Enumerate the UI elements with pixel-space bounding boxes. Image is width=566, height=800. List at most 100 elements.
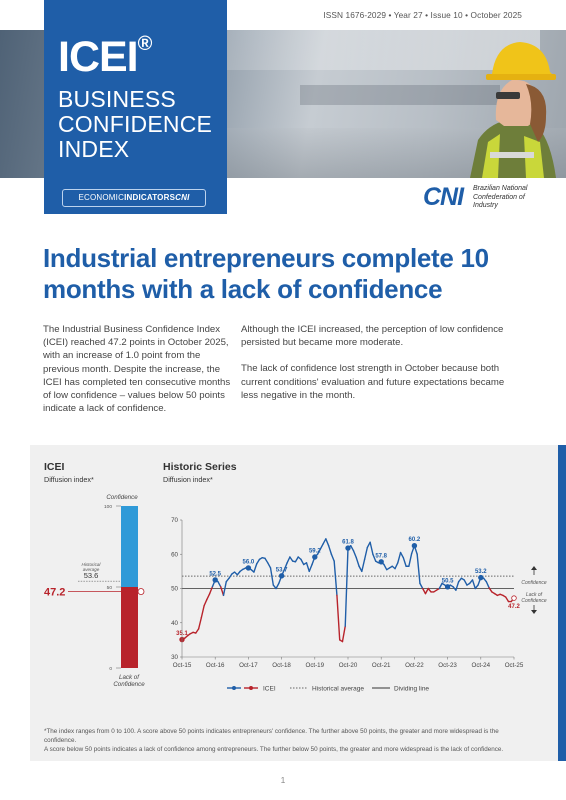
series-segment bbox=[208, 586, 214, 595]
series-segment bbox=[350, 544, 355, 552]
subtitle-line-2: CONFIDENCE bbox=[58, 111, 213, 137]
legend-below-swatch bbox=[249, 686, 253, 690]
col2-paragraph-2: The lack of confidence lost strength in … bbox=[241, 363, 505, 401]
series-segment bbox=[267, 562, 272, 569]
chart-right-lack-label-1: Lack of bbox=[526, 592, 543, 598]
data-label: 59.2 bbox=[309, 548, 321, 554]
gauge-subtitle: Diffusion index* bbox=[44, 475, 94, 484]
series-segment bbox=[325, 538, 330, 547]
series-segment bbox=[402, 556, 407, 567]
series-segment bbox=[408, 552, 413, 567]
series-segment bbox=[361, 558, 366, 573]
chart-legend: ICEI Historical average Dividing line bbox=[227, 686, 429, 693]
series-segment bbox=[200, 604, 205, 619]
gauge-confidence-bar bbox=[121, 506, 138, 587]
y-tick-label: 60 bbox=[171, 551, 178, 558]
x-tick-label: Oct-23 bbox=[438, 662, 457, 669]
gauge-lack-label-2: Confidence bbox=[113, 681, 145, 688]
series-segment bbox=[308, 563, 313, 573]
subtitle-line-1: BUSINESS bbox=[58, 86, 176, 112]
gauge-current-value: 47.2 bbox=[44, 587, 65, 599]
data-point bbox=[444, 584, 451, 590]
x-tick-label: Oct-18 bbox=[272, 662, 291, 669]
series-segment bbox=[427, 587, 432, 593]
data-point bbox=[411, 542, 418, 549]
series-segment bbox=[336, 594, 341, 641]
series-segment bbox=[463, 579, 468, 586]
series-segment bbox=[474, 584, 479, 590]
series-segment bbox=[394, 562, 399, 570]
footnote: *The index ranges from 0 to 100. A score… bbox=[44, 727, 514, 754]
series-segment bbox=[455, 580, 460, 591]
x-tick-label: Oct-19 bbox=[306, 662, 325, 669]
series-segment bbox=[416, 553, 421, 585]
econ-label-a: ECONOMIC bbox=[78, 193, 125, 202]
col2-paragraph-1: Although the ICEI increased, the percept… bbox=[241, 324, 504, 349]
series-segment bbox=[269, 567, 275, 586]
legend-above-swatch bbox=[232, 686, 236, 690]
series-segment bbox=[275, 582, 280, 590]
series-segment bbox=[300, 558, 305, 566]
cni-logo: CNI Brazilian National Confederation of … bbox=[423, 183, 527, 212]
gauge-title: ICEI bbox=[44, 461, 65, 473]
series-segment bbox=[289, 556, 294, 562]
data-label: 52.5 bbox=[209, 571, 221, 577]
footnote-line-2: A score below 50 points indicates a lack… bbox=[44, 746, 504, 753]
data-point bbox=[212, 577, 218, 583]
historic-series-chart: 35.1 52.5 56.0 53.7 59.2 61.8 57.8 60.2 50.5 53.2… bbox=[171, 517, 547, 693]
econ-label-b: INDICATORS bbox=[124, 193, 176, 202]
series-segment bbox=[397, 551, 402, 564]
x-tick-label: Oct-20 bbox=[339, 662, 358, 669]
series-segment bbox=[319, 543, 324, 550]
legend-hist: Historical average bbox=[312, 686, 364, 693]
series-segment bbox=[488, 587, 493, 593]
series-segment bbox=[341, 625, 346, 643]
title-block: ICEI® BUSINESS CONFIDENCE INDEX bbox=[44, 0, 227, 214]
series-segment bbox=[222, 580, 227, 597]
series-segment bbox=[344, 547, 349, 627]
legend-divide: Dividing line bbox=[394, 686, 429, 693]
data-label: 35.1 bbox=[176, 631, 188, 637]
series-segment bbox=[294, 556, 299, 563]
y-tick-label: 40 bbox=[171, 620, 178, 627]
chart-subtitle: Diffusion index* bbox=[163, 475, 213, 484]
chart-title: Historic Series bbox=[163, 461, 237, 473]
series-segment bbox=[330, 553, 335, 562]
y-tick-label: 50 bbox=[171, 586, 178, 593]
y-tick-label: 70 bbox=[171, 517, 178, 524]
headline: Industrial entrepreneurs complete 10 mon… bbox=[43, 243, 489, 304]
series-segment bbox=[225, 577, 230, 583]
series-segment bbox=[217, 580, 222, 588]
data-label: 61.8 bbox=[342, 540, 354, 546]
data-point bbox=[511, 595, 517, 601]
issn-line: ISSN 1676-2029 • Year 27 • Issue 10 • Oc… bbox=[323, 10, 522, 20]
gauge-hist-label-2: average bbox=[83, 567, 100, 572]
subtitle-line-3: INDEX bbox=[58, 136, 130, 162]
data-point bbox=[312, 554, 318, 560]
x-tick-label: Oct-15 bbox=[173, 662, 192, 669]
gauge-current-dot bbox=[137, 588, 145, 595]
economic-indicators-tag: ECONOMICINDICATORSCNI bbox=[62, 189, 206, 207]
series-segment bbox=[471, 579, 476, 590]
chart-right-lack-label-2: Confidence bbox=[521, 598, 547, 604]
data-label: 60.2 bbox=[409, 537, 421, 543]
series-segment bbox=[369, 541, 374, 555]
data-label: 50.5 bbox=[442, 578, 454, 584]
series-segment bbox=[422, 587, 427, 595]
chart-panel: ICEI Diffusion index* Historic Series Di… bbox=[30, 445, 566, 761]
series-segment bbox=[399, 551, 405, 559]
series-segment bbox=[327, 544, 333, 555]
arrow-up-icon bbox=[531, 566, 537, 570]
panel-accent-bar bbox=[558, 445, 566, 761]
brand-name: ICEI bbox=[58, 33, 139, 81]
series-segment bbox=[352, 550, 358, 559]
hero-beam-2 bbox=[300, 85, 500, 105]
series-segment bbox=[203, 598, 208, 607]
data-label: 53.7 bbox=[276, 567, 288, 573]
gauge-hist-value: 53.6 bbox=[84, 571, 99, 580]
footnote-line-1: *The index ranges from 0 to 100. A score… bbox=[44, 728, 499, 744]
series-segment bbox=[419, 582, 424, 590]
x-tick-label: Oct-25 bbox=[505, 662, 524, 669]
x-tick-label: Oct-16 bbox=[206, 662, 225, 669]
registered-mark: ® bbox=[137, 33, 153, 55]
